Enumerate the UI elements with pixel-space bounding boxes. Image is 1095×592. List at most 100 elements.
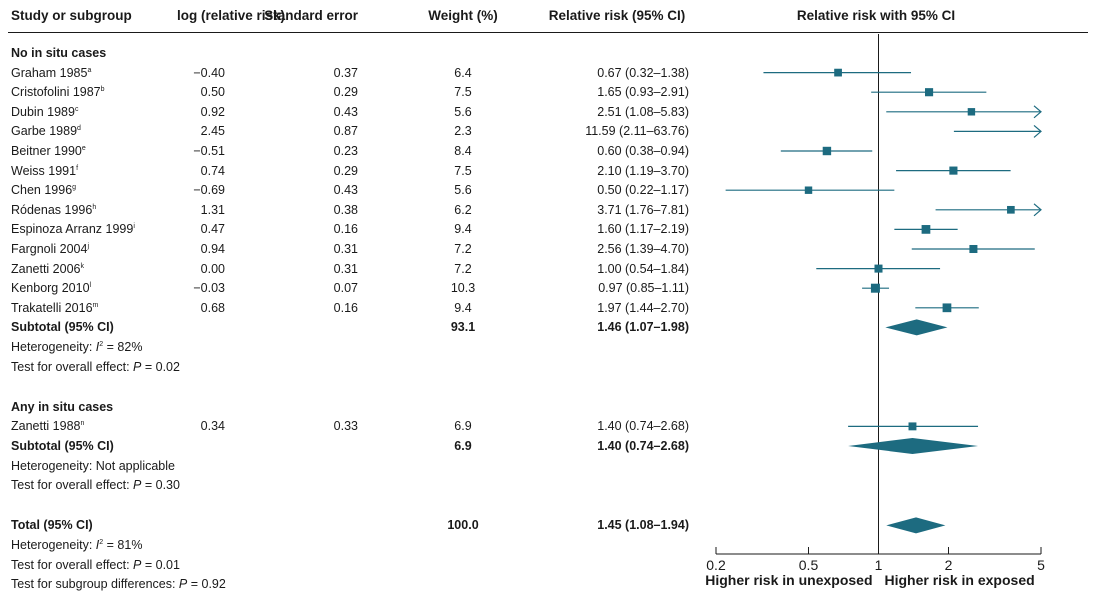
study-rr-ci: 1.40 (0.74–2.68)	[597, 419, 689, 434]
x-tick-label: 5	[1037, 557, 1045, 573]
subtotal-rr-ci: 1.46 (1.07–1.98)	[597, 320, 689, 335]
study-log-rr: 0.74	[200, 163, 225, 178]
study-se: 0.87	[333, 124, 358, 139]
col-header-weight: Weight (%)	[428, 8, 498, 23]
study-weight: 6.2	[454, 202, 472, 217]
study-weight: 6.4	[454, 65, 472, 80]
point-estimate	[925, 88, 934, 97]
study-rr-ci: 1.65 (0.93–2.91)	[597, 85, 689, 100]
x-tick-label: 2	[944, 557, 953, 573]
study-rr-ci: 1.60 (1.17–2.19)	[597, 222, 689, 237]
study-rr-ci: 2.10 (1.19–3.70)	[597, 163, 689, 178]
ci-arrow	[1033, 203, 1042, 217]
study-log-rr: 0.68	[200, 300, 225, 315]
point-estimate	[804, 186, 813, 194]
total-overall-effect-stat: Test for overall effect: P = 0.01	[11, 557, 180, 572]
study-rr-ci: 0.60 (0.38–0.94)	[597, 144, 689, 158]
study-rr-ci: 0.50 (0.22–1.17)	[597, 183, 689, 198]
study-weight: 6.9	[454, 419, 472, 434]
point-estimate	[942, 303, 952, 313]
study-se: 0.33	[333, 419, 358, 434]
subtotal-weight: 6.9	[454, 438, 472, 453]
header-rule	[8, 32, 1088, 33]
x-tick-label: 0.5	[798, 557, 819, 573]
col-header-study: Study or subgroup	[11, 8, 132, 23]
heterogeneity-stat: Heterogeneity: I2 = 82%	[11, 340, 143, 354]
study-se: 0.31	[333, 242, 358, 256]
group-title: Any in situ cases	[11, 399, 114, 414]
study-se: 0.38	[333, 202, 358, 217]
study-log-rr: 0.94	[200, 242, 225, 256]
study-weight: 9.4	[454, 222, 472, 237]
col-header-rr-ci: Relative risk (95% CI)	[548, 8, 686, 23]
point-estimate	[949, 166, 958, 175]
study-rr-ci: 0.67 (0.32–1.38)	[597, 65, 689, 80]
study-log-rr: −0.69	[193, 183, 225, 198]
overall-effect-stat: Test for overall effect: P = 0.30	[11, 478, 180, 493]
study-rr-ci: 2.56 (1.39–4.70)	[597, 242, 689, 256]
study-name: Kenborg 2010l	[11, 281, 92, 296]
study-weight: 7.5	[454, 163, 472, 178]
study-weight: 5.6	[454, 183, 472, 198]
study-name: Ródenas 1996h	[11, 202, 97, 217]
x-tick-label: 1	[874, 557, 883, 573]
point-estimate	[874, 264, 883, 273]
total-rr-ci: 1.45 (1.08–1.94)	[597, 518, 689, 533]
subtotal-weight: 93.1	[450, 320, 476, 335]
study-name: Fargnoli 2004j	[11, 242, 90, 256]
total-label: Total (95% CI)	[11, 518, 93, 533]
subtotal-label: Subtotal (95% CI)	[11, 438, 114, 453]
study-weight: 8.4	[454, 144, 472, 158]
study-se: 0.43	[333, 183, 358, 198]
overall-effect-stat: Test for overall effect: P = 0.02	[11, 359, 180, 374]
study-log-rr: 0.47	[200, 222, 225, 237]
study-name: Cristofolini 1987b	[11, 85, 105, 100]
point-estimate	[822, 146, 832, 156]
study-name: Trakatelli 2016m	[11, 300, 99, 315]
study-weight: 7.2	[454, 242, 472, 256]
total-diamond	[886, 517, 946, 534]
study-rr-ci: 3.71 (1.76–7.81)	[597, 202, 689, 217]
point-estimate	[908, 422, 917, 431]
study-se: 0.43	[333, 104, 358, 119]
study-name: Dubin 1989c	[11, 104, 79, 119]
subgroup-differences-stat: Test for subgroup differences: P = 0.92	[11, 577, 226, 592]
study-name: Zanetti 1988n	[11, 419, 85, 434]
point-estimate	[870, 283, 880, 293]
total-heterogeneity-stat: Heterogeneity: I2 = 81%	[11, 537, 143, 552]
study-name: Weiss 1991f	[11, 163, 79, 178]
study-weight: 7.5	[454, 85, 472, 100]
study-name: Espinoza Arranz 1999i	[11, 222, 135, 237]
ci-arrow	[1033, 124, 1042, 138]
study-name: Zanetti 2006k	[11, 261, 84, 276]
subtotal-rr-ci: 1.40 (0.74–2.68)	[597, 438, 689, 453]
study-log-rr: 1.31	[200, 202, 225, 217]
study-se: 0.31	[333, 261, 358, 276]
group-title: No in situ cases	[11, 46, 107, 60]
col-header-se: Standard error	[264, 8, 358, 23]
study-weight: 9.4	[454, 300, 472, 315]
study-log-rr: −0.40	[193, 65, 225, 80]
heterogeneity-stat: Heterogeneity: Not applicable	[11, 458, 175, 473]
study-rr-ci: 1.97 (1.44–2.70)	[597, 300, 689, 315]
study-log-rr: −0.03	[193, 281, 225, 296]
axis-label-right: Higher risk in exposed	[884, 572, 1035, 588]
col-header-plot: Relative risk with 95% CI	[796, 8, 956, 23]
axis-label-left: Higher risk in unexposed	[705, 572, 873, 588]
study-weight: 7.2	[454, 261, 472, 276]
subtotal-diamond	[848, 437, 979, 454]
study-se: 0.23	[333, 144, 358, 158]
study-se: 0.29	[333, 163, 358, 178]
study-log-rr: 0.00	[200, 261, 225, 276]
point-estimate	[969, 244, 978, 254]
study-name: Garbe 1989d	[11, 124, 81, 139]
point-estimate	[921, 225, 931, 234]
study-log-rr: 0.34	[200, 419, 225, 434]
point-estimate	[967, 108, 976, 116]
total-weight: 100.0	[447, 518, 479, 533]
point-estimate	[834, 68, 842, 77]
study-name: Beitner 1990e	[11, 144, 86, 158]
study-name: Graham 1985a	[11, 65, 92, 80]
